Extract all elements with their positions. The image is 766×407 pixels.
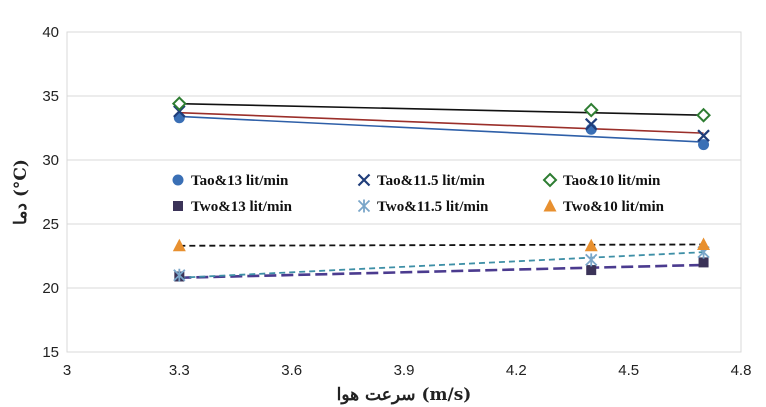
legend-label: Two&11.5 lit/min (377, 199, 489, 215)
legend-marker (357, 173, 371, 187)
data-point (586, 265, 597, 276)
data-point (173, 268, 186, 282)
legend-label: Two&13 lit/min (191, 199, 293, 215)
series-line (179, 263, 704, 280)
x-tick-label: 3 (63, 362, 71, 379)
legend-item: Two&11.5 lit/min (357, 199, 489, 215)
y-tick-label: 25 (42, 216, 59, 233)
x-tick-label: 4.2 (506, 362, 527, 379)
legend-marker (173, 201, 183, 211)
x-axis-title: سرعت هوا (m/s) (337, 385, 472, 405)
series-line (179, 251, 704, 279)
y-axis-title: دما (°C) (11, 159, 31, 225)
gridlines (67, 31, 741, 289)
y-tick-label: 20 (42, 280, 59, 297)
data-point (172, 238, 186, 252)
series-line (179, 102, 704, 116)
x-tick-label: 4.8 (731, 362, 752, 379)
y-tick-label: 40 (42, 24, 59, 41)
y-tick-label: 35 (42, 88, 59, 105)
data-point (173, 105, 186, 118)
legend-label: Two&10 lit/min (563, 199, 665, 215)
legend-marker (543, 199, 557, 212)
data-point (584, 117, 598, 131)
legend-item: Two&10 lit/min (543, 199, 665, 215)
y-tick-label: 15 (42, 344, 59, 361)
series-lines (179, 102, 704, 280)
data-point (585, 253, 598, 267)
x-tick-label: 3.9 (394, 362, 415, 379)
x-tick-label: 4.5 (618, 362, 639, 379)
legend-item: Tao&10 lit/min (542, 172, 661, 189)
x-tick-labels: 3 3.3 3.6 3.9 4.2 4.5 4.8 (63, 362, 752, 379)
legend-marker (357, 199, 371, 213)
plot-border (66, 31, 742, 353)
y-tick-labels: 15 20 25 30 35 40 (42, 24, 59, 361)
legend-item: Tao&13 lit/min (172, 173, 289, 189)
data-point (697, 129, 710, 142)
data-point (698, 139, 710, 151)
data-point (584, 238, 598, 252)
series-line (179, 111, 704, 134)
legend-label: Tao&13 lit/min (191, 173, 289, 189)
data-point (171, 96, 187, 112)
data-point (583, 102, 599, 118)
legend-item: Tao&11.5 lit/min (357, 173, 485, 189)
data-point (696, 107, 711, 123)
legend-label: Tao&10 lit/min (563, 173, 661, 189)
legend-label: Tao&11.5 lit/min (377, 173, 485, 189)
legend: Tao&13 lit/min Tao&11.5 lit/min Tao&10 lit… (172, 172, 665, 215)
x-tick-label: 3.6 (281, 362, 302, 379)
data-point (697, 237, 711, 250)
series-line (179, 243, 704, 247)
series-line (179, 115, 704, 143)
data-point (698, 257, 709, 268)
legend-marker (172, 174, 184, 186)
legend-item: Two&13 lit/min (173, 199, 293, 215)
y-tick-label: 30 (42, 152, 59, 169)
x-tick-label: 3.3 (169, 362, 190, 379)
series-markers (171, 96, 711, 282)
legend-marker (542, 172, 558, 188)
